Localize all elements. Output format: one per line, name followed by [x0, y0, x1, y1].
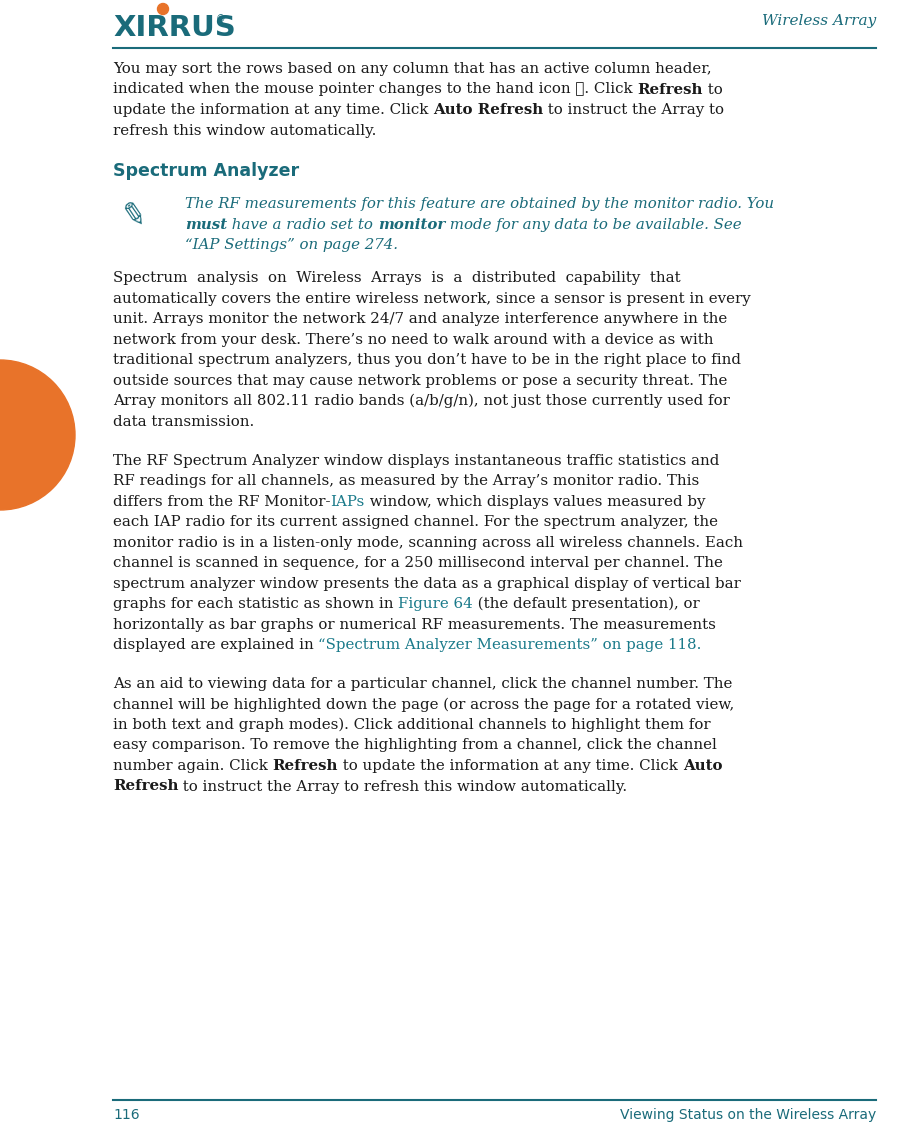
- Text: (the default presentation), or: (the default presentation), or: [473, 597, 700, 612]
- Text: outside sources that may cause network problems or pose a security threat. The: outside sources that may cause network p…: [113, 374, 727, 388]
- Text: Viewing Status on the Wireless Array: Viewing Status on the Wireless Array: [620, 1107, 876, 1122]
- Text: easy comparison. To remove the highlighting from a channel, click the channel: easy comparison. To remove the highlight…: [113, 739, 717, 753]
- Text: displayed are explained in: displayed are explained in: [113, 638, 318, 652]
- Text: window, which displays values measured by: window, which displays values measured b…: [365, 495, 705, 508]
- Text: 116: 116: [113, 1107, 140, 1122]
- Text: graphs for each statistic as shown in: graphs for each statistic as shown in: [113, 597, 398, 611]
- Text: Refresh: Refresh: [637, 83, 703, 97]
- Text: Figure 64: Figure 64: [398, 597, 473, 611]
- Text: ✎: ✎: [118, 199, 148, 232]
- Text: XIRRUS: XIRRUS: [113, 14, 236, 42]
- Text: number again. Click: number again. Click: [113, 760, 273, 773]
- Text: indicated when the mouse pointer changes to the hand icon ☞. Click: indicated when the mouse pointer changes…: [113, 83, 637, 97]
- Text: data transmission.: data transmission.: [113, 415, 254, 429]
- Text: refresh this window automatically.: refresh this window automatically.: [113, 124, 377, 138]
- Text: traditional spectrum analyzers, thus you don’t have to be in the right place to : traditional spectrum analyzers, thus you…: [113, 354, 741, 367]
- Text: As an aid to viewing data for a particular channel, click the channel number. Th: As an aid to viewing data for a particul…: [113, 677, 733, 691]
- Text: You may sort the rows based on any column that has an active column header,: You may sort the rows based on any colum…: [113, 63, 712, 76]
- Text: to instruct the Array to refresh this window automatically.: to instruct the Array to refresh this wi…: [178, 780, 628, 794]
- Text: ®: ®: [216, 14, 226, 24]
- Text: Refresh: Refresh: [113, 780, 178, 794]
- Text: “Spectrum Analyzer Measurements” on page 118.: “Spectrum Analyzer Measurements” on page…: [318, 638, 702, 652]
- Text: IAPs: IAPs: [331, 495, 365, 508]
- Text: to instruct the Array to: to instruct the Array to: [543, 103, 724, 117]
- Text: Refresh: Refresh: [273, 760, 338, 773]
- Text: monitor radio is in a listen-only mode, scanning across all wireless channels. E: monitor radio is in a listen-only mode, …: [113, 536, 743, 549]
- Text: Array monitors all 802.11 radio bands (a/b/g/n), not just those currently used f: Array monitors all 802.11 radio bands (a…: [113, 395, 730, 408]
- Text: Wireless Array: Wireless Array: [761, 14, 876, 28]
- Text: Auto Refresh: Auto Refresh: [433, 103, 543, 117]
- Text: must: must: [185, 218, 227, 232]
- Text: differs from the RF Monitor-: differs from the RF Monitor-: [113, 495, 331, 508]
- Text: The RF Spectrum Analyzer window displays instantaneous traffic statistics and: The RF Spectrum Analyzer window displays…: [113, 454, 719, 467]
- Text: mode for any data to be available. See: mode for any data to be available. See: [445, 218, 742, 232]
- Text: network from your desk. There’s no need to walk around with a device as with: network from your desk. There’s no need …: [113, 333, 714, 347]
- Text: “IAP Settings” on page 274.: “IAP Settings” on page 274.: [185, 239, 398, 252]
- Text: Auto: Auto: [683, 760, 723, 773]
- Text: channel will be highlighted down the page (or across the page for a rotated view: channel will be highlighted down the pag…: [113, 697, 734, 712]
- Circle shape: [158, 3, 168, 15]
- Text: Spectrum  analysis  on  Wireless  Arrays  is  a  distributed  capability  that: Spectrum analysis on Wireless Arrays is …: [113, 271, 680, 285]
- Text: Spectrum Analyzer: Spectrum Analyzer: [113, 163, 299, 181]
- Wedge shape: [0, 360, 75, 511]
- Text: automatically covers the entire wireless network, since a sensor is present in e: automatically covers the entire wireless…: [113, 291, 751, 306]
- Text: channel is scanned in sequence, for a 250 millisecond interval per channel. The: channel is scanned in sequence, for a 25…: [113, 556, 723, 570]
- Text: to: to: [703, 83, 723, 97]
- Text: unit. Arrays monitor the network 24/7 and analyze interference anywhere in the: unit. Arrays monitor the network 24/7 an…: [113, 312, 727, 326]
- Text: RF readings for all channels, as measured by the Array’s monitor radio. This: RF readings for all channels, as measure…: [113, 474, 699, 488]
- Text: each IAP radio for its current assigned channel. For the spectrum analyzer, the: each IAP radio for its current assigned …: [113, 515, 718, 529]
- Text: The RF measurements for this feature are obtained by the monitor radio. You: The RF measurements for this feature are…: [185, 198, 774, 211]
- Text: to update the information at any time. Click: to update the information at any time. C…: [338, 760, 683, 773]
- Text: monitor: monitor: [378, 218, 445, 232]
- Text: spectrum analyzer window presents the data as a graphical display of vertical ba: spectrum analyzer window presents the da…: [113, 576, 741, 590]
- Text: horizontally as bar graphs or numerical RF measurements. The measurements: horizontally as bar graphs or numerical …: [113, 617, 716, 631]
- Text: have a radio set to: have a radio set to: [227, 218, 378, 232]
- Text: update the information at any time. Click: update the information at any time. Clic…: [113, 103, 433, 117]
- Text: in both text and graph modes). Click additional channels to highlight them for: in both text and graph modes). Click add…: [113, 717, 711, 732]
